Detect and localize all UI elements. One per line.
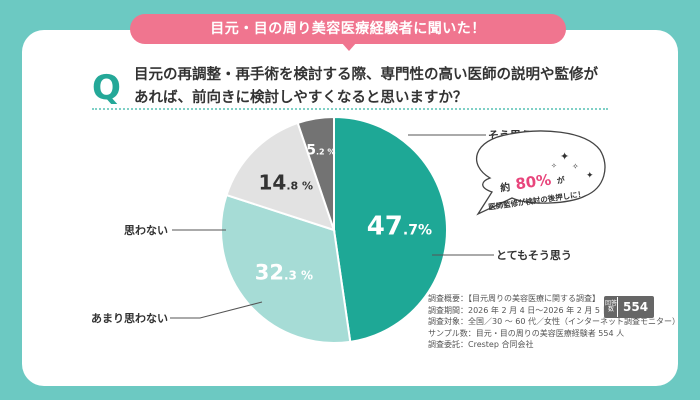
survey-client: 調査委託：Crestep 合同会社: [428, 340, 534, 349]
survey-target: 調査対象：全国／30 ～ 60 代／女性（インターネット調査モニター）: [428, 317, 680, 326]
pie-slice-totemo-sou-omou: [220, 193, 352, 344]
category-label-totemo-sou-omou: とてもそう思う: [496, 249, 572, 262]
question-mark-q: Q: [92, 68, 121, 108]
sparkle-icon: ✦: [586, 171, 594, 181]
callout-main: 約 80% が: [499, 167, 567, 195]
pie-slice-amari-omowanai: [225, 121, 336, 232]
question-line-2: あれば、前向きに検討しやすくなると思いますか？: [134, 90, 468, 106]
sparkle-icon: ✧: [551, 162, 557, 170]
sparkle-icon: ✧: [572, 162, 579, 171]
callout-prefix: 約: [499, 180, 511, 194]
sample-size-value: 554: [617, 297, 654, 317]
banner-tail: [341, 42, 357, 51]
callout-badge: ✦ ✧ ✧ ✦ 約 80% が 医師監修が検討の後押しに！: [475, 130, 606, 216]
sparkle-icon: ✦: [560, 150, 569, 163]
slice-value-totemo-sou-omou: 32.3 %: [255, 261, 313, 285]
question-divider: [92, 108, 608, 110]
callout-value: 80%: [514, 170, 552, 193]
slice-value-omowanai: 5.2 %: [306, 143, 335, 159]
header-banner: 目元・目の周り美容医療経験者に聞いた！: [130, 14, 566, 44]
callout-bubble: [475, 130, 606, 216]
sample-size-badge: 回答数 554: [604, 296, 655, 318]
slice-value-sou-omou: 47.7%: [367, 211, 432, 241]
slice-value-amari-omowanai: 14.8 %: [258, 170, 313, 194]
callout-suffix: が: [556, 174, 566, 185]
survey-period: 調査期間：2026 年 2 月 4 日～2026 年 2 月 5 日: [428, 305, 611, 315]
sample-size-label: 回答数: [605, 297, 617, 317]
pie-slice-omowanai: [296, 115, 335, 231]
question-text: 目元の再調整・再手術を検討する際、専門性の高い医師の説明や監修が あれば、前向き…: [134, 64, 624, 110]
leader-line-amari-omowanai: [170, 301, 263, 319]
survey-title: 調査概要：【目元周りの美容医療に関する調査】: [428, 294, 600, 303]
pie-slice-sou-omou: [333, 115, 448, 343]
category-label-omowanai: 思わない: [124, 224, 168, 237]
category-label-amari-omowanai: あまり思わない: [91, 312, 168, 325]
survey-notes: 調査概要：【目元周りの美容医療に関する調査】 調査期間：2026 年 2 月 4…: [428, 293, 680, 351]
question-line-1: 目元の再調整・再手術を検討する際、専門性の高い医師の説明や監修が: [134, 67, 598, 83]
survey-sample: サンプル数：目元・目の周りの美容医療経験者 554 人: [428, 328, 625, 338]
